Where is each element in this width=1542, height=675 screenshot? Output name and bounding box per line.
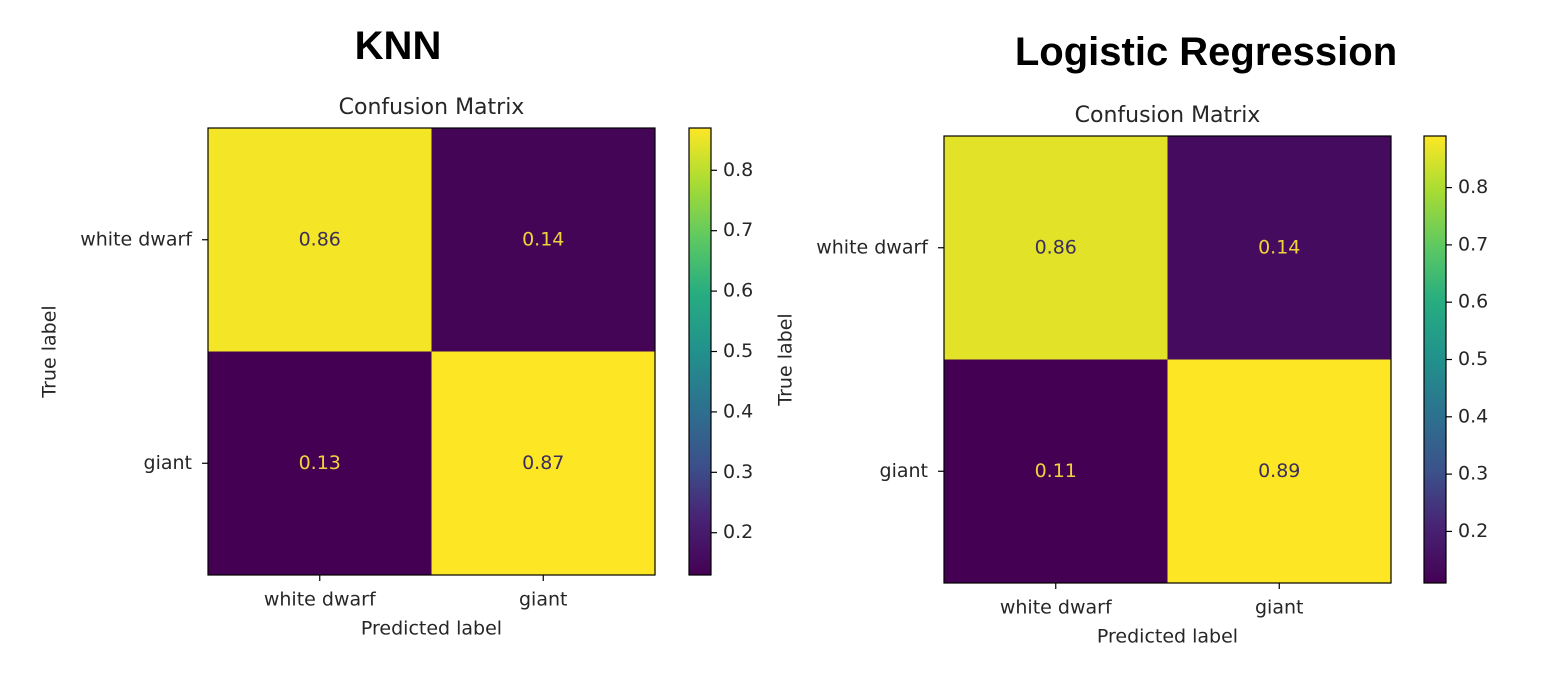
colorbar-tick-label: 0.8	[723, 159, 753, 181]
x-tick-label: white dwarf	[264, 589, 377, 611]
cell-value-label: 0.14	[1258, 236, 1300, 258]
logistic-regression-heading: Logistic Regression	[1014, 30, 1398, 74]
colorbar-tick-label: 0.6	[723, 280, 753, 302]
chart-title: Confusion Matrix	[1075, 103, 1261, 128]
axes-frame	[943, 135, 1392, 584]
x-tick-label: giant	[1255, 597, 1303, 619]
cell-value-label: 0.89	[1258, 460, 1300, 482]
colorbar	[688, 127, 712, 576]
x-axis-label: Predicted label	[1097, 626, 1238, 648]
heatmap-cell	[944, 136, 1168, 360]
y-axis-label: True label	[775, 313, 797, 406]
heatmap-cell	[431, 128, 655, 352]
chart-title: Confusion Matrix	[339, 95, 525, 120]
cell-value-label: 0.86	[299, 228, 341, 250]
colorbar	[1423, 135, 1447, 584]
y-tick-label: white dwarf	[816, 236, 929, 258]
heatmap-cell	[208, 351, 432, 575]
heatmap-cell	[431, 351, 655, 575]
colorbar-tick-label: 0.6	[1458, 291, 1488, 313]
colorbar-tick-label: 0.4	[1458, 405, 1488, 427]
y-tick-label: giant	[880, 460, 928, 482]
colorbar-tick-label: 0.2	[723, 521, 753, 543]
colorbar-tick-label: 0.7	[723, 219, 753, 241]
y-axis-label: True label	[39, 305, 61, 398]
colorbar-tick-label: 0.4	[723, 400, 753, 422]
colorbar-tick-label: 0.2	[1458, 520, 1488, 542]
colorbar-tick-label: 0.3	[723, 461, 753, 483]
cell-value-label: 0.87	[522, 452, 564, 474]
y-tick-label: white dwarf	[80, 228, 193, 250]
cell-value-label: 0.86	[1035, 236, 1077, 258]
colorbar-tick-label: 0.5	[723, 340, 753, 362]
heatmap-cell	[1167, 359, 1391, 583]
colorbar-tick-label: 0.8	[1458, 176, 1488, 198]
knn-heading: KNN	[354, 24, 442, 68]
colorbar-tick-label: 0.3	[1458, 463, 1488, 485]
x-axis-label: Predicted label	[361, 618, 502, 640]
axes-frame	[207, 127, 656, 576]
heatmap-cell	[208, 128, 432, 352]
cell-value-label: 0.11	[1035, 460, 1077, 482]
cell-value-label: 0.13	[299, 452, 341, 474]
y-tick-label: giant	[144, 452, 192, 474]
cell-value-label: 0.14	[522, 228, 564, 250]
colorbar-tick-label: 0.5	[1458, 348, 1488, 370]
heatmap-cell	[944, 359, 1168, 583]
x-tick-label: white dwarf	[1000, 597, 1113, 619]
x-tick-label: giant	[519, 589, 567, 611]
heatmap-cell	[1167, 136, 1391, 360]
colorbar-tick-label: 0.7	[1458, 233, 1488, 255]
